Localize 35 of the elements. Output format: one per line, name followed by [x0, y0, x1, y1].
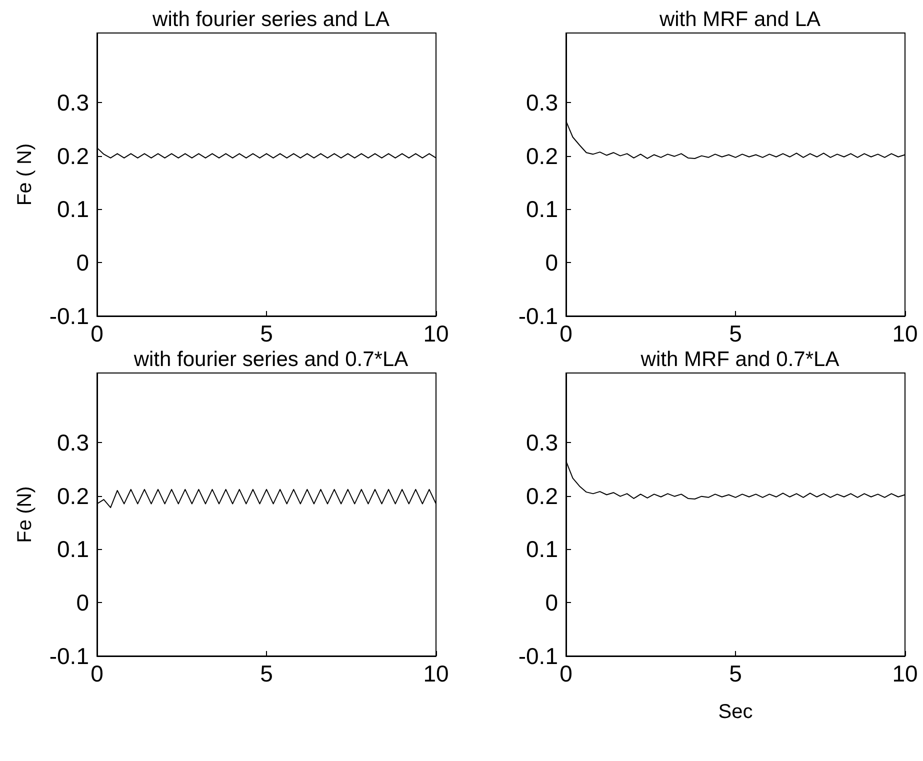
y-tick-label: 0.1: [526, 536, 558, 562]
y-axis-title: Fe ( N): [14, 143, 36, 206]
y-axis-title: Fe (N): [14, 486, 36, 543]
y-tick-label: 0.3: [526, 89, 558, 116]
y-tick-label: -0.1: [49, 303, 89, 329]
y-tick-label: 0.1: [57, 196, 89, 222]
y-tick-label: 0.2: [57, 142, 89, 169]
x-tick-label: 10: [892, 660, 918, 686]
y-tick-label: 0.2: [57, 482, 89, 509]
x-tick-label: 5: [260, 660, 273, 686]
x-tick-label: 5: [729, 660, 742, 686]
y-tick-label: 0: [545, 590, 558, 616]
y-tick-label: 0.1: [57, 536, 89, 562]
x-tick-label: 5: [729, 320, 742, 346]
y-tick-label: -0.1: [518, 303, 558, 329]
x-tick-label: 5: [260, 320, 273, 346]
y-tick-label: 0: [76, 590, 89, 616]
chart-title: with MRF and 0.7*LA: [640, 348, 840, 371]
y-tick-label: 0.1: [526, 196, 558, 222]
y-tick-label: 0.3: [57, 429, 89, 456]
x-tick-label: 10: [892, 320, 918, 346]
chart-title: with MRF and LA: [658, 8, 821, 31]
y-tick-label: 0: [76, 250, 89, 276]
x-tick-label: 10: [423, 320, 449, 346]
x-tick-label: 10: [423, 660, 449, 686]
y-tick-label: 0: [545, 250, 558, 276]
y-tick-label: -0.1: [49, 643, 89, 669]
y-tick-label: 0.3: [57, 89, 89, 116]
x-axis-title: Sec: [718, 701, 753, 723]
chart-title: with fourier series and LA: [152, 8, 390, 31]
y-tick-label: -0.1: [518, 643, 558, 669]
chart-title: with fourier series and 0.7*LA: [132, 348, 408, 371]
y-tick-label: 0.3: [526, 429, 558, 456]
y-tick-label: 0.2: [526, 482, 558, 509]
y-tick-label: 0.2: [526, 142, 558, 169]
